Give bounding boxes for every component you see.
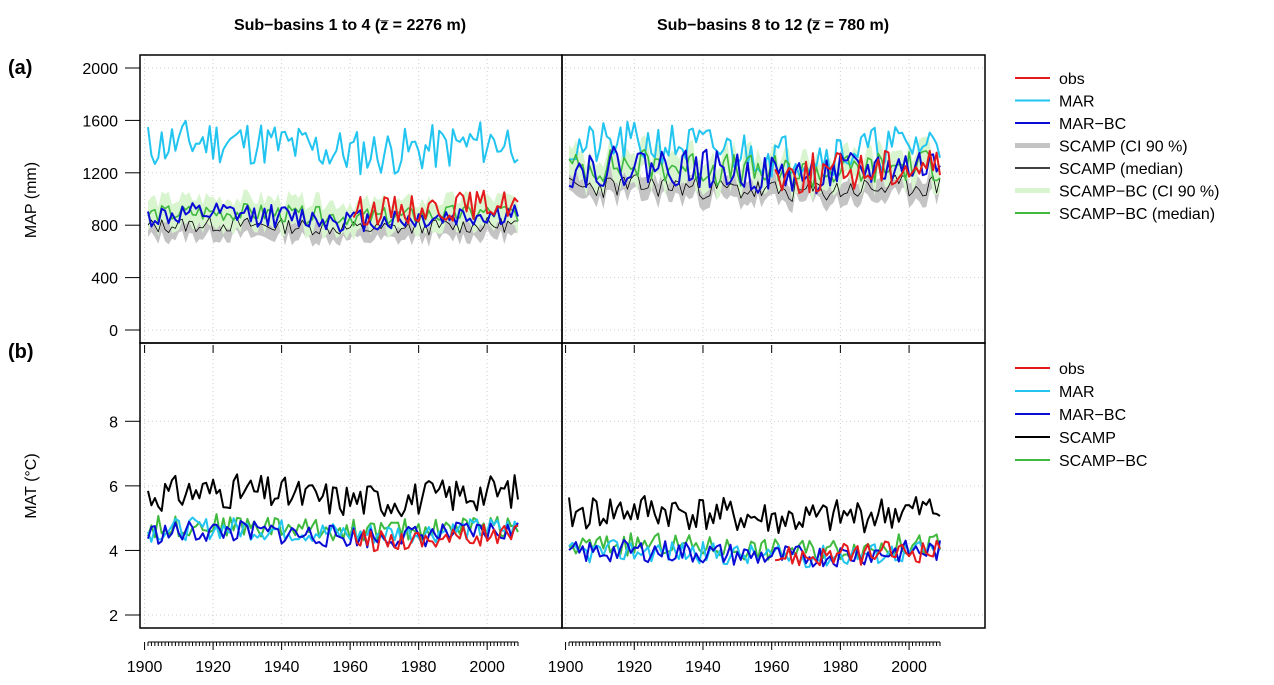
- legend-label: MAR−BC: [1059, 116, 1126, 133]
- mar-bc-line: [147, 520, 519, 549]
- legend-map: obs MAR MAR−BC SCAMP (CI 90 %) SCAMP (median…: [1015, 71, 1219, 223]
- mar-line: [147, 516, 519, 545]
- y-tick-label: 1600: [82, 113, 118, 130]
- y-tick-label: 1200: [82, 166, 118, 183]
- obs-line: [352, 189, 519, 226]
- y-tick-label: 8: [109, 414, 118, 431]
- left-column-title: Sub−basins 1 to 4 (z̅ = 2276 m): [234, 17, 466, 34]
- x-tick-label: 2000: [469, 659, 505, 676]
- y-tick-label: 0: [109, 323, 118, 340]
- obs-line: [774, 149, 941, 194]
- mat-y-axis: 2 4 6 8: [109, 414, 140, 625]
- legend-label: obs: [1059, 71, 1085, 88]
- map-axis-label: MAP (mm): [23, 162, 40, 238]
- mat-axis-label: MAT (°C): [23, 453, 40, 518]
- y-tick-label: 6: [109, 479, 118, 496]
- legend-label: obs: [1059, 361, 1085, 378]
- right-column-title: Sub−basins 8 to 12 (z̅ = 780 m): [657, 17, 889, 34]
- mar-bc-line: [147, 202, 519, 233]
- x-tick-label: 1940: [685, 659, 721, 676]
- x-tick-label: 1980: [823, 659, 859, 676]
- legend-label: MAR−BC: [1059, 407, 1126, 424]
- panel-b-tag: (b): [8, 341, 34, 363]
- y-tick-label: 400: [91, 271, 118, 288]
- panel-frame: [561, 342, 986, 629]
- panel-a-tag: (a): [8, 57, 32, 79]
- scamp-bc-median-line: [568, 148, 941, 190]
- mat-sub-basins-1-4-panel: [140, 343, 562, 628]
- legend-label: SCAMP (CI 90 %): [1059, 139, 1188, 156]
- x-tick-label: 2000: [891, 659, 927, 676]
- legend-label: SCAMP: [1059, 430, 1116, 447]
- x-tick-label: 1980: [401, 659, 437, 676]
- map-sub-basins-1-4-panel: [140, 55, 562, 343]
- x-tick-label: 1900: [548, 659, 584, 676]
- legend-label: MAR: [1059, 94, 1095, 111]
- legend-mat: obs MAR MAR−BC SCAMP SCAMP−BC: [1015, 361, 1147, 470]
- x-tick-label: 1960: [332, 659, 368, 676]
- mar-bc-line: [568, 145, 941, 195]
- mar-line: [147, 119, 519, 176]
- left-x-axis: 1900 1920 1940 1960 1980 2000: [127, 345, 519, 676]
- obs-line: [774, 539, 941, 567]
- mar-bc-line: [568, 538, 941, 568]
- x-tick-label: 1960: [754, 659, 790, 676]
- legend-label: SCAMP−BC (CI 90 %): [1059, 184, 1219, 201]
- x-tick-label: 1920: [616, 659, 652, 676]
- right-x-axis: 1900 1920 1940 1960 1980 2000: [548, 345, 941, 676]
- y-tick-label: 800: [91, 218, 118, 235]
- legend-label: SCAMP−BC: [1059, 453, 1147, 470]
- scamp-bc-median-line: [147, 203, 519, 227]
- x-tick-label: 1940: [264, 659, 300, 676]
- map-y-axis: 0 400 800 1200 1600 2000: [82, 61, 140, 340]
- x-tick-label: 1920: [195, 659, 231, 676]
- map-sub-basins-8-12-panel: [562, 55, 985, 343]
- obs-line: [352, 523, 519, 553]
- mat-sub-basins-8-12-panel: [562, 343, 985, 628]
- y-tick-label: 2: [109, 608, 118, 625]
- legend-label: SCAMP (median): [1059, 161, 1183, 178]
- legend-label: MAR: [1059, 384, 1095, 401]
- scamp-median-line: [568, 174, 941, 202]
- y-tick-label: 4: [109, 543, 118, 560]
- scamp-line: [568, 495, 941, 534]
- scamp-line: [147, 473, 519, 518]
- legend-label: SCAMP−BC (median): [1059, 206, 1215, 223]
- x-tick-label: 1900: [127, 659, 163, 676]
- y-tick-label: 2000: [82, 61, 118, 78]
